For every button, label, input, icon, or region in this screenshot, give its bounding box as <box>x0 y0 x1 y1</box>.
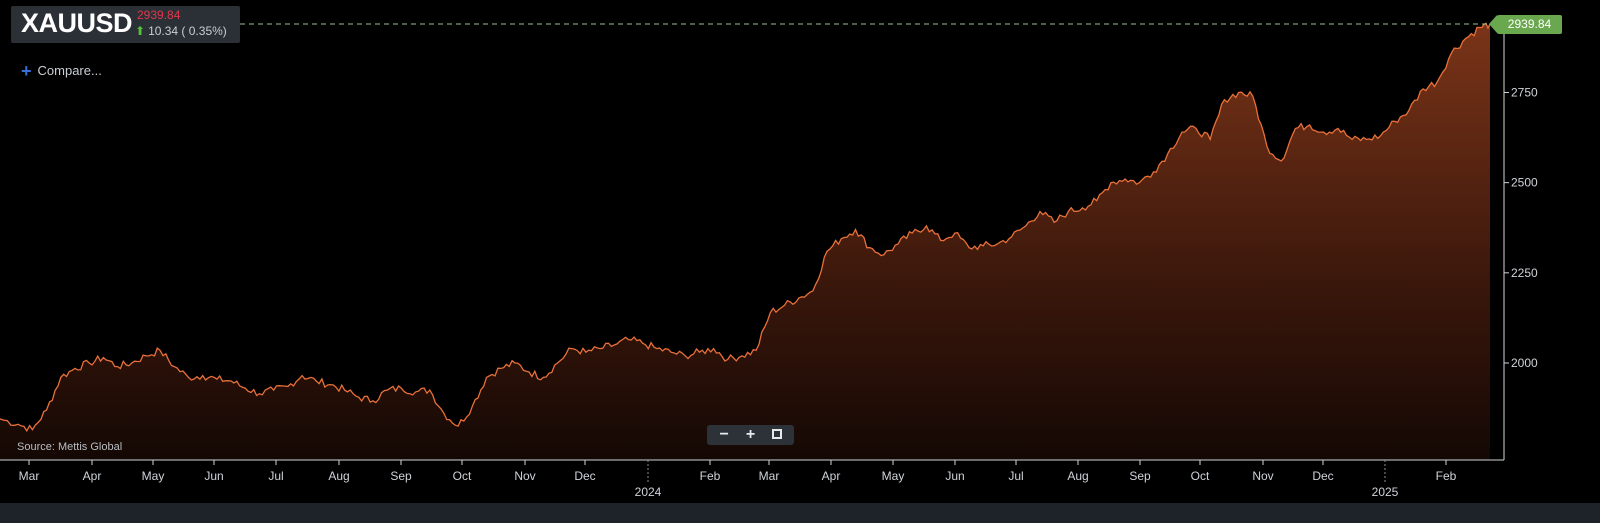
x-tick-label: May <box>142 469 165 483</box>
fullscreen-icon <box>771 429 782 439</box>
x-tick-label: May <box>882 469 905 483</box>
x-tick-label: Apr <box>822 469 841 483</box>
y-tick-label: 2250 <box>1511 266 1538 280</box>
ticker-price: 2939.84 <box>137 8 181 22</box>
compare-button[interactable]: + Compare... <box>21 60 102 81</box>
x-tick-label: Dec <box>574 469 595 483</box>
x-tick-label: Jun <box>945 469 964 483</box>
x-tick-label: Mar <box>19 469 40 483</box>
zoom-in-button[interactable]: + <box>745 426 756 443</box>
bottom-strip <box>0 503 1600 523</box>
x-tick-label: Feb <box>1436 469 1457 483</box>
x-tick-label: Aug <box>1067 469 1088 483</box>
plus-icon: + <box>21 60 32 81</box>
x-tick-label: Aug <box>328 469 349 483</box>
ticker-symbol: XAUUSD <box>21 8 133 38</box>
zoom-controls: − + <box>707 425 794 445</box>
y-tick-label: 2000 <box>1511 356 1538 370</box>
x-tick-label: Nov <box>514 469 535 483</box>
arrow-up-icon: ⬆ <box>135 24 146 38</box>
zoom-out-button[interactable]: − <box>719 426 729 443</box>
ticker-box: XAUUSD 2939.84 ⬆ 10.34 ( 0.35%) <box>11 6 240 43</box>
x-tick-label: Dec <box>1312 469 1333 483</box>
year-label: 2025 <box>1372 485 1399 499</box>
ticker-change: ⬆ 10.34 ( 0.35%) <box>135 24 227 38</box>
x-tick-label: Jun <box>204 469 223 483</box>
price-area-fill <box>0 23 1490 461</box>
fullscreen-button[interactable] <box>767 427 787 443</box>
x-tick-label: Nov <box>1252 469 1273 483</box>
y-tick-label: 2750 <box>1511 85 1538 99</box>
compare-label: Compare... <box>37 63 102 78</box>
x-tick-label: Feb <box>700 469 721 483</box>
x-tick-label: Jul <box>1008 469 1023 483</box>
source-label: Source: Mettis Global <box>17 441 123 453</box>
x-tick-label: Sep <box>390 469 412 483</box>
x-tick-label: Oct <box>453 469 472 483</box>
last-price-tag: 2939.84 <box>1489 15 1562 34</box>
x-tick-label: Jul <box>268 469 283 483</box>
y-tick-label: 2500 <box>1511 176 1538 190</box>
year-label: 2024 <box>635 485 662 499</box>
x-tick-label: Mar <box>759 469 780 483</box>
ticker-change-value: 10.34 ( 0.35%) <box>148 24 227 38</box>
price-line <box>0 22 1491 433</box>
x-tick-label: Oct <box>1191 469 1210 483</box>
x-tick-label: Apr <box>83 469 102 483</box>
x-tick-label: Sep <box>1129 469 1151 483</box>
